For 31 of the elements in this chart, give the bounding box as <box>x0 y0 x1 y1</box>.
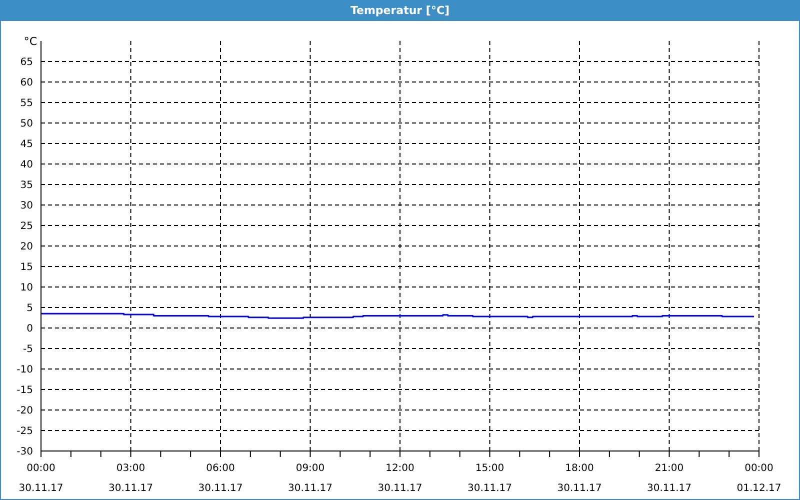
y-tick-label: 40 <box>20 160 33 171</box>
x-tick-label: 00:00 30.11.17 <box>18 463 64 494</box>
y-tick-label: 60 <box>20 78 33 89</box>
chart-title: Temperatur [°C] <box>1 1 799 21</box>
x-tick-label: 18:00 30.11.17 <box>557 463 602 494</box>
y-tick-label: 55 <box>20 98 33 110</box>
y-tick-label: 15 <box>20 262 33 274</box>
y-tick-label: -15 <box>16 385 33 396</box>
x-tick-label: 12:00 30.11.17 <box>378 463 422 494</box>
x-tick-label: 03:00 30.11.17 <box>108 463 154 494</box>
x-tick-label: 00:00 01.12.17 <box>736 463 782 494</box>
y-tick-label: 0 <box>26 324 33 335</box>
y-tick-label: -5 <box>23 344 33 356</box>
y-tick-label: 50 <box>20 118 33 130</box>
y-tick-label: 35 <box>20 180 33 192</box>
x-tick-label: 06:00 30.11.17 <box>198 463 243 494</box>
y-tick-label: 65 <box>20 57 33 68</box>
y-tick-label: -10 <box>16 364 33 376</box>
y-tick-label: -25 <box>16 426 33 438</box>
x-tick-label: 21:00 30.11.17 <box>646 463 692 494</box>
y-tick-label: -20 <box>16 406 33 417</box>
y-tick-label: -30 <box>16 446 33 458</box>
y-tick-label: 20 <box>20 242 33 253</box>
y-axis-title: °C <box>24 35 38 48</box>
y-tick-label: 30 <box>20 200 33 212</box>
y-tick-label: 25 <box>20 221 33 232</box>
y-tick-label: 5 <box>26 303 33 314</box>
y-tick-label: 10 <box>20 282 33 294</box>
x-tick-label: 09:00 30.11.17 <box>288 463 333 494</box>
y-tick-label: 45 <box>20 139 33 150</box>
x-tick-label: 15:00 30.11.17 <box>467 463 512 494</box>
